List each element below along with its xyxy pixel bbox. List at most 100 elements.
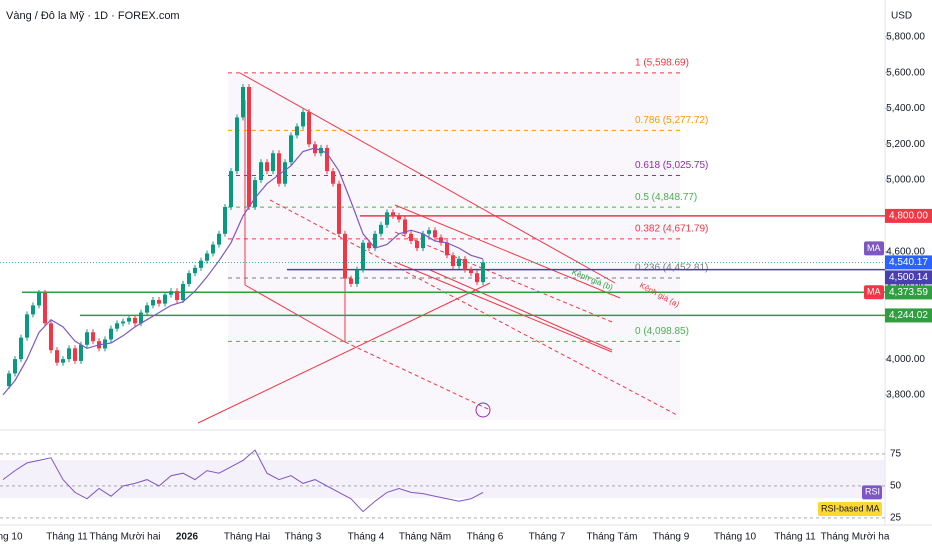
candle-body (331, 171, 335, 184)
candle-body (385, 212, 389, 225)
x-tick-label: ng 10 (0, 532, 23, 543)
ma-tag (864, 285, 884, 300)
rsi-tick-label: 50 (890, 481, 902, 492)
candle-body (391, 212, 395, 216)
x-tick-label: Tháng 7 (529, 532, 566, 543)
candle-body (115, 323, 119, 329)
candle-body (325, 147, 329, 172)
x-tick-label: Tháng 10 (714, 532, 757, 543)
candle-body (181, 283, 185, 301)
fib-label: 0 (4,098.85) (635, 326, 689, 337)
y-tick-label: 5,400.00 (886, 103, 925, 114)
x-tick-label: Tháng 11 (46, 532, 88, 543)
rsi-band (0, 460, 885, 498)
price-tag (885, 285, 932, 300)
candle-body (55, 350, 59, 363)
candle-body (313, 144, 317, 154)
candle-body (307, 112, 311, 145)
candle-body (49, 323, 53, 351)
fib-label: 1 (5,598.69) (635, 58, 689, 69)
fib-label: 0.382 (4,671.79) (635, 223, 708, 234)
candle-body (43, 292, 47, 324)
candle-body (265, 162, 269, 172)
candle-body (481, 262, 485, 283)
candle-body (121, 321, 125, 324)
candle-body (145, 305, 149, 313)
candle-body (79, 344, 83, 361)
candle-body (301, 112, 305, 127)
rsi-tick-label: 25 (890, 513, 902, 524)
candle-body (199, 260, 203, 268)
rsi-ma-tag (818, 502, 882, 516)
candle-body (13, 359, 17, 374)
candle-body (139, 312, 143, 324)
candle-body (259, 162, 263, 181)
price-tag (885, 270, 932, 285)
x-tick-label: Tháng 3 (285, 532, 322, 543)
rsi-line (2, 449, 484, 513)
candle-body (355, 269, 359, 284)
price-tag (885, 208, 932, 223)
ma-line (2, 147, 484, 396)
candle-body (31, 305, 35, 315)
candle-body (229, 171, 233, 207)
candle-body (7, 373, 11, 386)
candle-body (379, 224, 383, 234)
x-tick-label: Tháng 6 (467, 532, 504, 543)
currency: USD (891, 11, 912, 22)
candle-body (349, 278, 353, 284)
y-tick-label: 4,000.00 (886, 354, 925, 365)
candle-body (475, 273, 479, 283)
x-tick-label: Tháng Hai (224, 532, 270, 543)
candle-body (415, 240, 419, 249)
x-tick-label: Tháng Năm (399, 532, 451, 543)
x-tick-label: Tháng 4 (348, 532, 385, 543)
candle-body (85, 332, 89, 345)
x-tick-label: Tháng 9 (653, 532, 690, 543)
candle-body (397, 215, 401, 220)
candle-body (421, 233, 425, 249)
x-tick-label: 2026 (176, 532, 199, 543)
price-tag (885, 308, 932, 323)
price-tag-label: 4,244.02 (889, 310, 928, 321)
y-tick-label: 5,800.00 (886, 32, 925, 43)
candle-body (61, 359, 65, 363)
rsi-tag (862, 485, 882, 500)
candle-body (205, 253, 209, 261)
candle-body (223, 206, 227, 234)
candle-body (439, 237, 443, 243)
candle-body (271, 153, 275, 172)
rsi-tag-label: RSI (865, 487, 880, 497)
x-tick-label: Tháng Mười ha (821, 532, 890, 543)
candle-body (373, 233, 377, 249)
ma-tag-label: MA (867, 243, 881, 253)
candle-body (451, 255, 455, 267)
price-tag-label: 4,800.00 (889, 211, 928, 222)
y-tick-label: 5,000.00 (886, 175, 925, 186)
candle-body (163, 294, 167, 304)
candle-body (241, 87, 245, 118)
candle-body (403, 219, 407, 234)
candle-body (247, 87, 251, 207)
y-tick-label: 5,600.00 (886, 67, 925, 78)
candle-body (253, 180, 257, 207)
rsi-tick-label: 75 (890, 449, 902, 460)
candle-body (433, 230, 437, 238)
candle-body (19, 337, 23, 360)
price-tag-label: 4,540.17 (889, 257, 928, 268)
candle-body (169, 291, 173, 295)
candle-body (67, 348, 71, 360)
candle-body (409, 233, 413, 241)
x-tick-label: Tháng 11 (774, 532, 816, 543)
fib-label: 0.618 (5,025.75) (635, 160, 708, 171)
price-tag (885, 255, 932, 270)
candle-body (343, 233, 347, 279)
rsi-ma-tag-label: RSI-based MA (821, 503, 880, 513)
price-tag-label: 4,373.59 (889, 287, 928, 298)
candle-body (211, 244, 215, 254)
candle-body (127, 317, 131, 322)
fib-label: 0.786 (5,277.72) (635, 115, 708, 126)
candle-body (337, 183, 341, 234)
ma-tag-label: MA (867, 287, 881, 297)
